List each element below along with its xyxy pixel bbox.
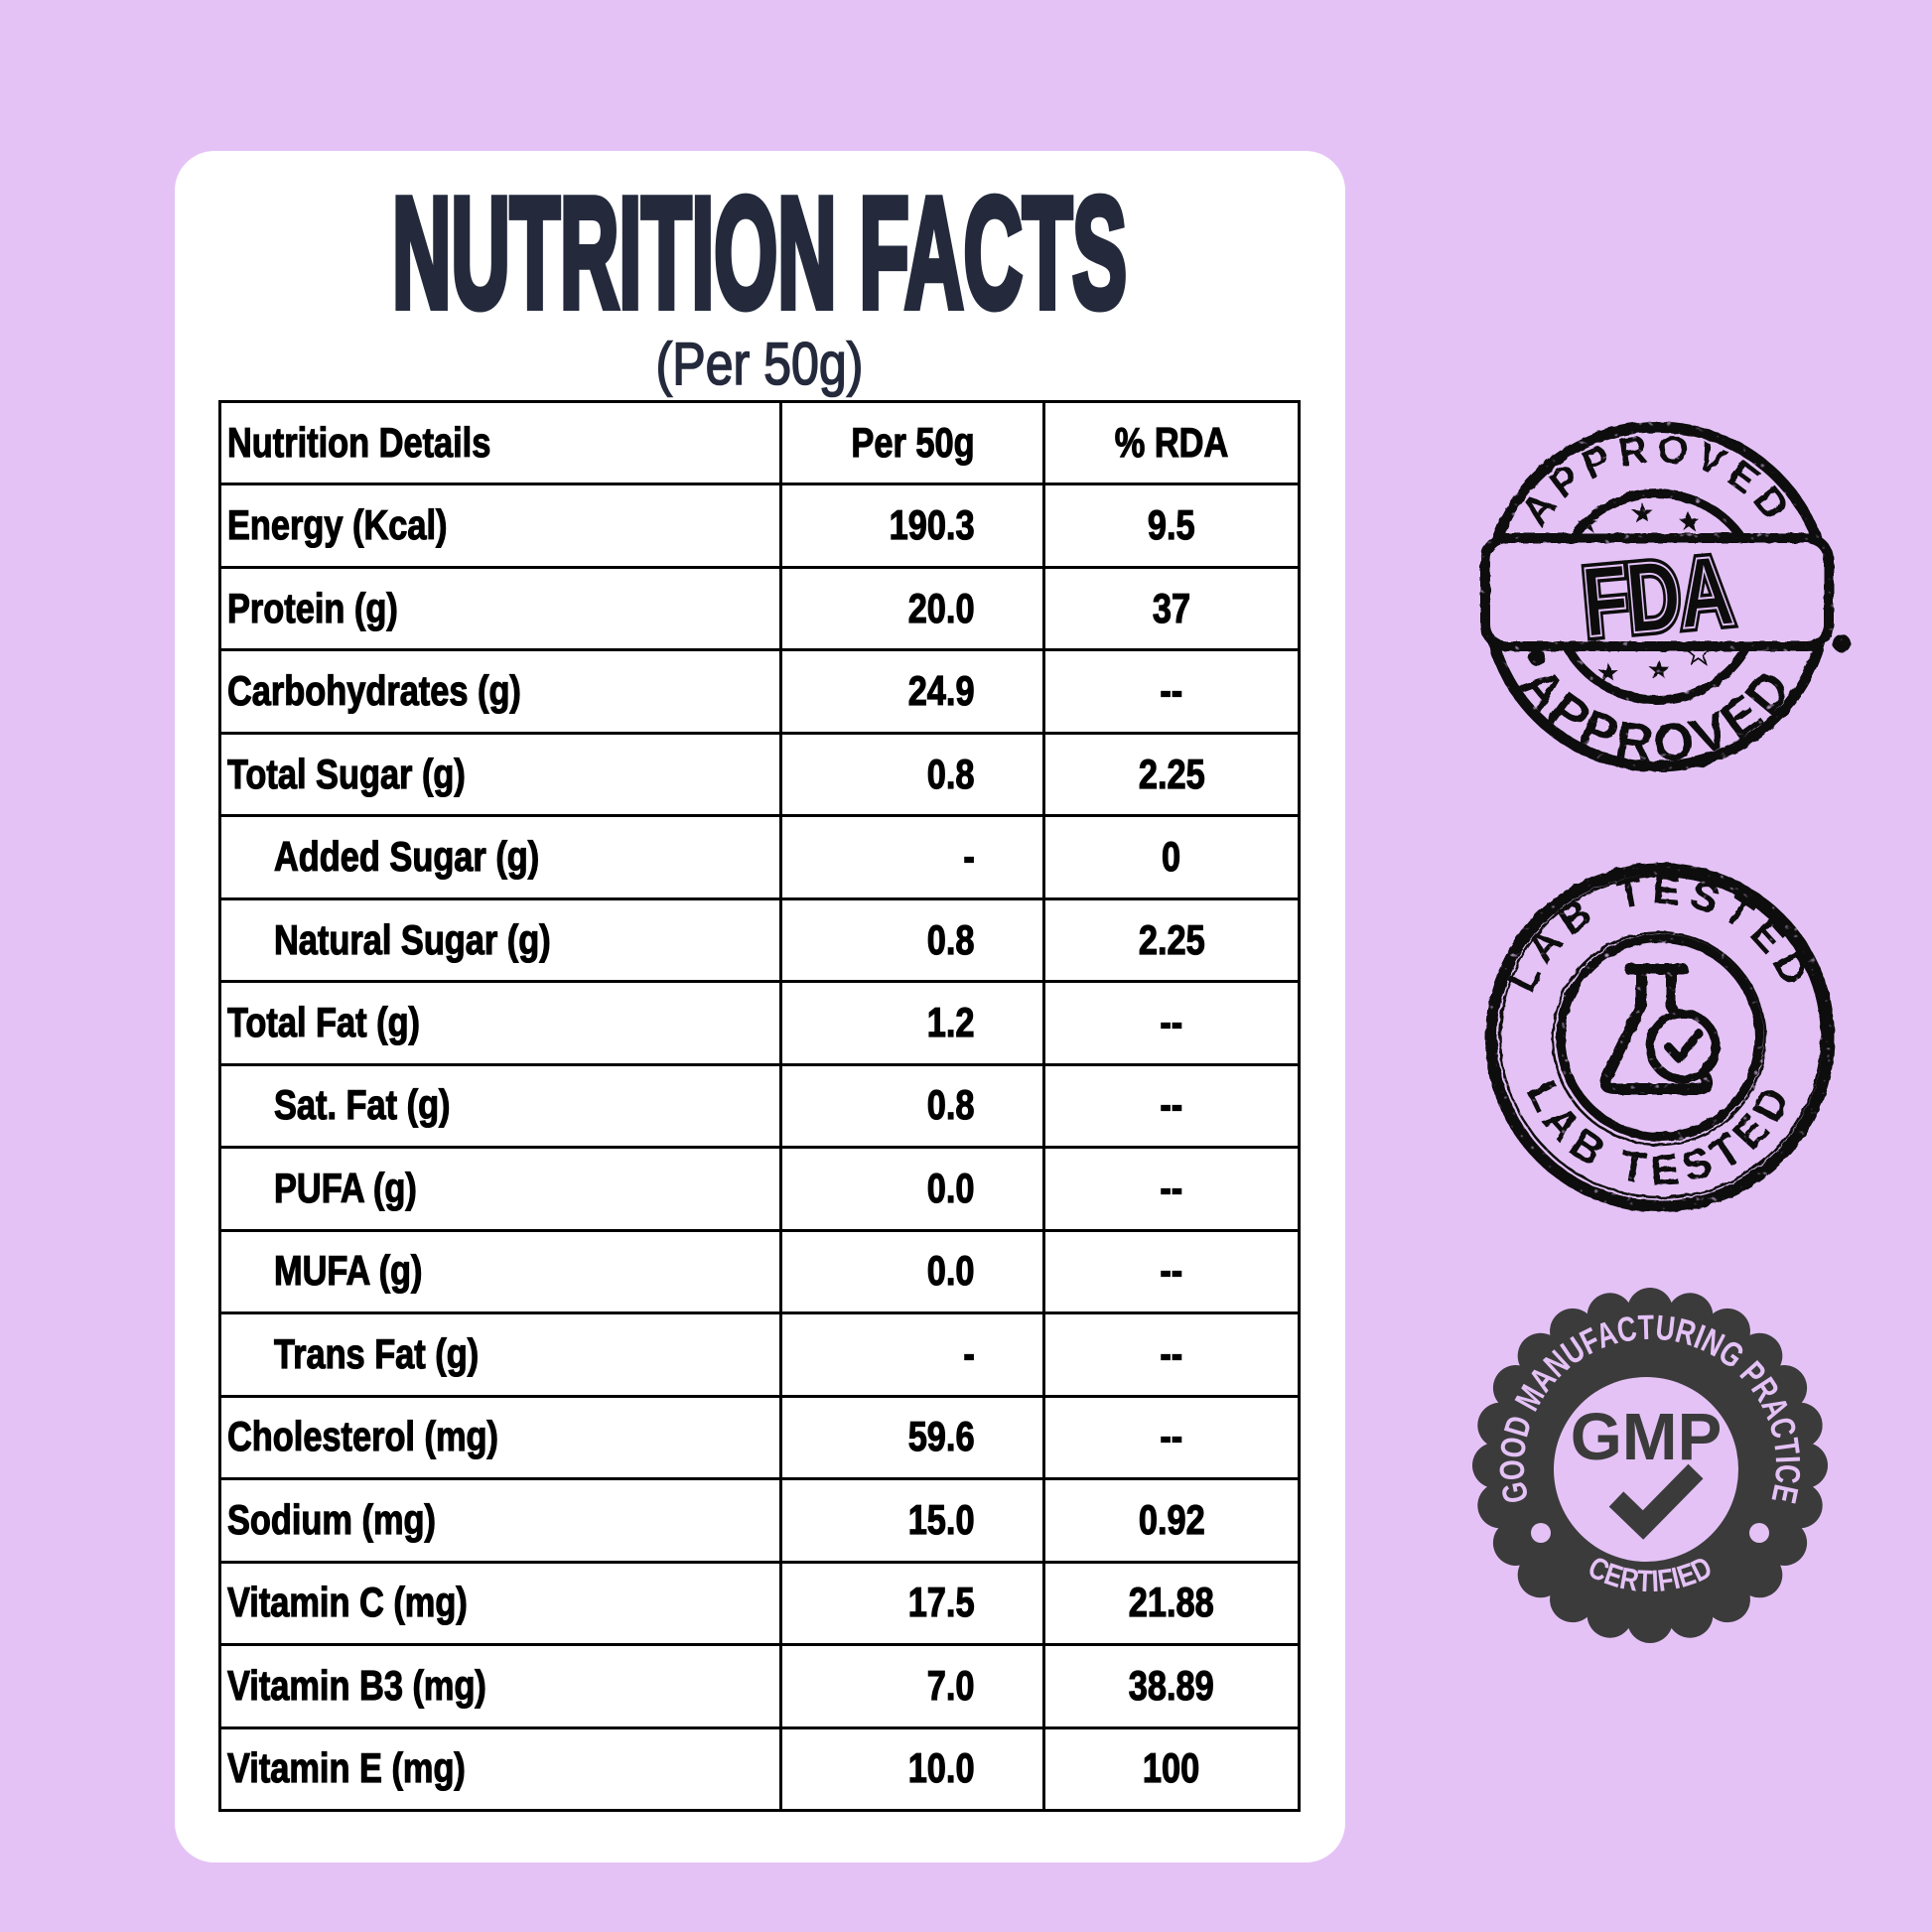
svg-text:GMP: GMP — [1571, 1400, 1723, 1474]
svg-text:FDA: FDA — [1578, 535, 1735, 659]
svg-text:(Per 50g): (Per 50g) — [656, 331, 864, 397]
svg-text:FDA: FDA — [1578, 535, 1735, 659]
svg-text:APPROVED: APPROVED — [1513, 427, 1801, 534]
svg-text:NUTRITION FACTS: NUTRITION FACTS — [392, 166, 1127, 341]
